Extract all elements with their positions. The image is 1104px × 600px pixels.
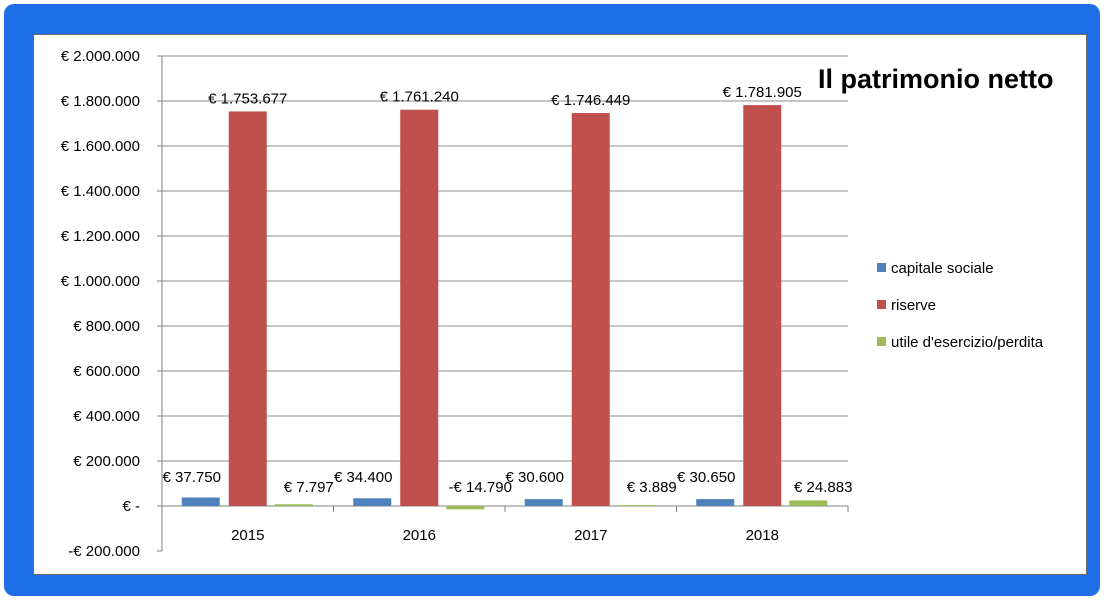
data-label: € 1.761.240 xyxy=(380,89,459,106)
bar-1-2015 xyxy=(228,111,267,507)
data-label: € 7.797 xyxy=(284,479,334,496)
data-label: € 24.883 xyxy=(794,479,852,496)
data-label: -€ 14.790 xyxy=(449,479,512,496)
data-label: € 30.650 xyxy=(677,469,735,486)
data-label: € 3.889 xyxy=(627,479,677,496)
data-label: € 1.746.449 xyxy=(551,92,630,109)
bar-0-2016 xyxy=(353,498,392,506)
data-label: € 30.600 xyxy=(506,469,564,486)
bar-0-2015 xyxy=(181,497,220,506)
bar-2-2018 xyxy=(789,500,828,506)
bar-1-2018 xyxy=(743,105,782,506)
bar-0-2018 xyxy=(696,499,735,506)
legend-label: utile d'esercizio/perdita xyxy=(891,334,1044,351)
y-tick-label: € 600.000 xyxy=(73,363,140,380)
x-tick-label: 2017 xyxy=(574,527,607,544)
y-tick-label: € 1.000.000 xyxy=(61,273,140,290)
y-tick-label: € 1.600.000 xyxy=(61,138,140,155)
x-tick-label: 2015 xyxy=(231,527,264,544)
data-label: € 37.750 xyxy=(163,469,221,486)
legend-swatch xyxy=(877,337,886,346)
y-tick-label: € 400.000 xyxy=(73,408,140,425)
y-tick-label: € 1.400.000 xyxy=(61,183,140,200)
legend-label: riserve xyxy=(891,297,936,314)
x-tick-label: 2018 xyxy=(746,527,779,544)
y-tick-label: -€ 200.000 xyxy=(68,543,140,560)
data-label: € 1.753.677 xyxy=(208,90,287,107)
y-tick-label: € 800.000 xyxy=(73,318,140,335)
y-tick-label: € 1.200.000 xyxy=(61,228,140,245)
chart-panel xyxy=(33,34,1087,575)
data-label: € 34.400 xyxy=(334,469,392,486)
bar-2-2016 xyxy=(446,506,485,510)
y-tick-label: € 2.000.000 xyxy=(61,48,140,65)
data-label: € 1.781.905 xyxy=(723,84,802,101)
bar-1-2016 xyxy=(400,109,439,506)
y-tick-label: € 200.000 xyxy=(73,453,140,470)
legend-label: capitale sociale xyxy=(891,260,994,277)
bar-2-2017 xyxy=(617,505,656,507)
legend-swatch xyxy=(877,300,886,309)
x-tick-label: 2016 xyxy=(403,527,436,544)
bar-2-2015 xyxy=(274,504,313,506)
y-tick-label: € 1.800.000 xyxy=(61,93,140,110)
chart-title: Il patrimonio netto xyxy=(818,64,1054,94)
y-tick-label: € - xyxy=(122,498,140,515)
bar-1-2017 xyxy=(571,113,610,506)
legend-swatch xyxy=(877,263,886,272)
bar-0-2017 xyxy=(524,499,563,506)
